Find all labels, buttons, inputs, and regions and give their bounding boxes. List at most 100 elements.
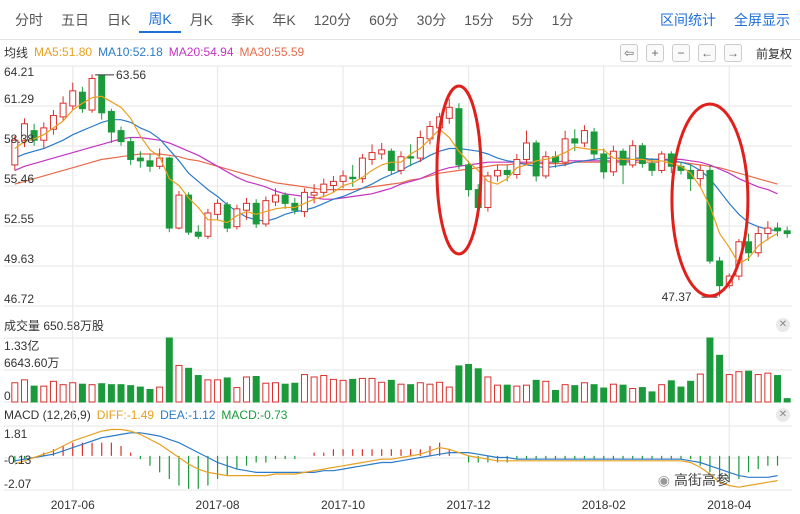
volume-bar [619,384,627,403]
tab-10[interactable]: 15分 [464,11,494,28]
interval-stats-link[interactable]: 区间统计 [660,12,716,28]
volume-bar [484,376,492,403]
candle-body [204,212,212,237]
volume-bar [146,388,154,403]
candle-body [426,126,434,140]
ma-legend: 均线 MA5:51.80 MA10:52.18 MA20:54.94 MA30:… [0,42,800,62]
candle-body [754,233,762,254]
volume-bar [165,337,173,403]
ma5-label: MA5:51.80 [34,45,93,59]
price-tick-label: 46.72 [4,292,34,306]
candle-body [339,175,347,182]
highlight-ellipse [670,102,750,298]
volume-bar [358,377,366,403]
candle-body [136,157,144,162]
volume-bar [136,386,144,403]
price-tick-label: 52.55 [4,212,34,226]
volume-bar [677,386,685,403]
tab-8[interactable]: 60分 [369,11,399,28]
volume-bar [571,385,579,403]
volume-bar [291,382,299,403]
candle-body [667,153,675,167]
candle-body [300,191,308,213]
pan-right-icon[interactable]: → [723,44,742,62]
tab-12[interactable]: 1分 [551,11,574,28]
tab-11[interactable]: 5分 [511,11,534,28]
candle-body [687,169,695,180]
chart-controls: ⇦ + − ← → 前复权 [612,42,792,64]
close-volume-icon[interactable]: ✕ [776,318,790,332]
candle-body [88,77,96,111]
candle-body [329,180,337,187]
tab-7[interactable]: 120分 [313,11,352,28]
volume-bar [416,382,424,403]
low-annotation: 47.37 [662,290,692,304]
tab-9[interactable]: 30分 [416,11,447,28]
volume-bar [532,379,540,403]
tab-5[interactable]: 季K [231,11,255,28]
candle-body [590,131,598,155]
reset-icon[interactable]: ⇦ [619,44,638,62]
zoom-out-icon[interactable]: − [671,44,690,62]
price-tick-label: 61.29 [4,92,34,106]
volume-bar [310,376,318,403]
volume-bar [445,386,453,403]
volume-bar [320,375,328,403]
volume-bar [407,384,415,403]
highlight-ellipse [435,84,483,256]
candle-body [532,142,540,177]
ma20-line [14,136,778,200]
candle-body [735,241,743,277]
volume-bar [513,385,521,403]
price-tick-label: 49.63 [4,252,34,266]
volume-bar [223,377,231,403]
candle-body [494,169,502,177]
candle-body [745,241,753,254]
adjust-mode-button[interactable]: 前复权 [755,46,792,61]
candle-body [20,123,28,141]
candle-body [320,183,328,193]
volume-bar [629,388,637,403]
candle-body [30,130,38,141]
volume-bar [127,385,135,403]
zoom-in-icon[interactable]: + [645,44,664,62]
candle-body [677,165,685,171]
volume-bar [551,389,559,403]
volume-bar [706,337,714,403]
tab-3[interactable]: 周K [139,7,181,33]
pan-left-icon[interactable]: ← [697,44,716,62]
volume-bar [542,380,550,403]
candle-body [349,176,357,180]
candle-body [551,156,559,163]
volume-bar [696,373,704,403]
volume-label: 成交量 650.58万股 [4,318,105,333]
candle-body [638,145,646,165]
volume-bar [11,382,19,403]
volume-bar [455,365,463,403]
candle-body [658,153,666,171]
tab-6[interactable]: 年K [272,11,296,28]
close-macd-icon[interactable]: ✕ [776,408,790,422]
volume-bar [590,384,598,403]
candle-body [49,115,57,130]
candle-body [252,202,260,225]
tab-1[interactable]: 五日 [61,11,89,28]
volume-bar [185,367,193,403]
candle-body [465,164,473,191]
tab-4[interactable]: 月K [189,11,214,28]
tab-0[interactable]: 分时 [15,11,43,28]
volume-bar [204,379,212,403]
volume-bar [214,379,222,403]
x-tick-label: 2017-12 [447,498,491,512]
volume-bar [764,372,772,403]
candle-body [774,227,782,232]
volume-bar [387,379,395,403]
volume-bar [156,386,164,403]
volume-bar [378,381,386,403]
fullscreen-link[interactable]: 全屏显示 [734,12,790,28]
candle-body [368,152,376,160]
tab-2[interactable]: 日K [107,11,131,28]
candle-body [445,106,453,119]
